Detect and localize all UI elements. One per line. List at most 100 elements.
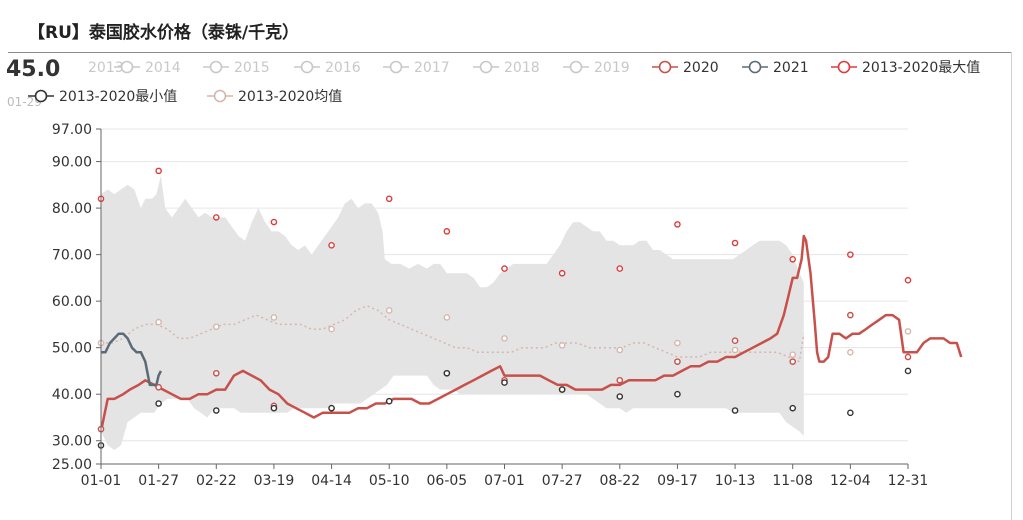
y-tick-label: 30.00 — [52, 434, 92, 450]
mean-marker — [789, 351, 797, 358]
min-marker — [155, 400, 162, 407]
min-marker — [904, 367, 912, 375]
legend-label: 2013 — [88, 60, 124, 76]
x-tick-label: 08-22 — [599, 473, 640, 489]
x-tick-label: 03-19 — [254, 473, 295, 489]
legend-circle-icon — [748, 60, 762, 74]
legend-item-2015[interactable]: 2015 — [203, 60, 270, 76]
marker-2020 — [616, 376, 624, 384]
legend-label: 2019 — [594, 60, 630, 76]
series-line-2021 — [101, 332, 163, 387]
marker-2020 — [155, 383, 162, 391]
marker-2020 — [904, 353, 912, 361]
max-marker — [385, 195, 393, 203]
min-marker — [847, 409, 854, 417]
legend-circle-icon — [120, 60, 134, 74]
legend-label: 2021 — [773, 60, 809, 76]
y-tick-label: 80.00 — [52, 201, 92, 217]
legend-circle-icon — [389, 60, 403, 74]
legend-label: 2013-2020最小值 — [59, 89, 177, 105]
min-marker — [674, 390, 681, 398]
band-area — [101, 175, 804, 450]
x-tick-label: 07-01 — [484, 473, 525, 489]
mean-marker — [904, 328, 912, 335]
min-marker — [443, 369, 451, 377]
max-marker — [731, 239, 739, 247]
legend-circle-icon — [479, 60, 493, 74]
min-marker — [616, 393, 624, 400]
max-marker — [904, 276, 912, 284]
marker-2020 — [212, 369, 220, 377]
legend-item-2014[interactable]: 2014 — [114, 60, 181, 76]
mean-marker — [501, 335, 508, 342]
min-marker — [558, 386, 566, 393]
legend-item-2020[interactable]: 2020 — [652, 60, 719, 76]
legend-label: 2014 — [145, 60, 181, 76]
legend-item-2016[interactable]: 2016 — [294, 60, 361, 76]
x-tick-label: 10-13 — [715, 473, 756, 489]
legend-item-2017[interactable]: 2017 — [383, 60, 450, 76]
x-tick-label: 01-27 — [138, 473, 179, 489]
legend-item-2013-2020均值[interactable]: 2013-2020均值 — [207, 89, 342, 105]
x-tick-label: 12-31 — [888, 473, 929, 489]
marker-2020 — [847, 311, 854, 319]
max-marker — [847, 251, 854, 258]
y-tick-label: 70.00 — [52, 248, 92, 264]
title-divider — [8, 52, 1011, 53]
min-marker — [731, 407, 739, 414]
legend-circle-icon — [658, 60, 672, 74]
max-marker — [616, 265, 624, 272]
y-tick-label: 50.00 — [52, 341, 92, 357]
max-marker — [558, 269, 566, 277]
mean-marker — [674, 339, 681, 347]
mean-marker — [558, 342, 566, 349]
x-tick-label: 05-10 — [369, 473, 410, 489]
legend-circle-icon — [569, 60, 583, 74]
legend-label: 2020 — [683, 60, 719, 76]
y-tick-label: 25.00 — [52, 457, 92, 473]
mean-marker — [328, 325, 335, 333]
legend-item-2013-2020最小值[interactable]: 2013-2020最小值 — [28, 89, 177, 105]
series-markers — [97, 167, 912, 449]
legend[interactable]: 2013 2014 2015 2016 2017 2018 2019 2020 2021 2013… — [28, 60, 980, 105]
x-tick-label: 12-04 — [830, 473, 871, 489]
min-marker — [385, 397, 393, 405]
legend-circle-icon — [300, 60, 314, 74]
mean-marker — [616, 346, 624, 354]
legend-label: 2016 — [325, 60, 361, 76]
mean-marker — [385, 307, 393, 314]
min-marker — [212, 407, 220, 414]
mean-marker — [731, 346, 739, 354]
legend-item-2018[interactable]: 2018 — [473, 60, 540, 76]
legend-item-2013[interactable]: 2013 — [88, 60, 124, 76]
max-marker — [328, 242, 335, 249]
max-marker — [443, 228, 451, 235]
legend-label: 2018 — [504, 60, 540, 76]
mean-marker — [155, 318, 162, 326]
marker-2020 — [731, 337, 739, 345]
min-max-band — [101, 175, 804, 450]
legend-item-2013-2020最大值[interactable]: 2013-2020最大值 — [831, 60, 980, 76]
y-tick-label: 40.00 — [52, 387, 92, 403]
x-tick-label: 11-08 — [772, 473, 813, 489]
x-tick-label: 09-17 — [657, 473, 698, 489]
max-marker — [789, 255, 797, 263]
page-title: 【RU】泰国胶水价格（泰铢/千克） — [28, 23, 300, 43]
legend-circle-icon — [837, 60, 851, 74]
legend-circle-icon — [209, 60, 223, 74]
current-value-readout: 45.0 — [6, 57, 61, 82]
legend-item-2021[interactable]: 2021 — [742, 60, 809, 76]
max-marker — [270, 218, 278, 226]
legend-label: 2013-2020均值 — [238, 89, 342, 105]
mean-marker — [847, 349, 854, 356]
y-tick-label: 90.00 — [52, 155, 92, 171]
max-marker — [674, 221, 681, 228]
legend-item-2019[interactable]: 2019 — [563, 60, 630, 76]
legend-circle-icon — [213, 89, 227, 103]
x-tick-label: 06-05 — [427, 473, 468, 489]
mean-marker — [443, 314, 451, 321]
y-tick-label: 60.00 — [52, 294, 92, 310]
panel-edge — [1011, 52, 1012, 520]
max-marker — [212, 214, 220, 221]
